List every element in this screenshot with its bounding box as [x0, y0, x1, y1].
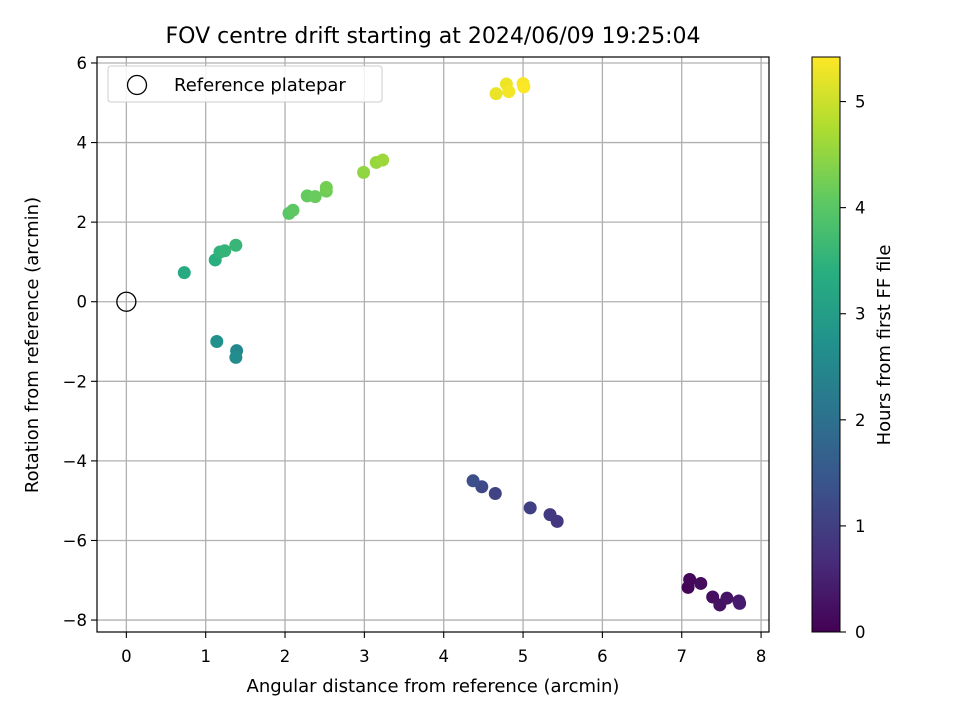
y-axis-ticks: −8 −6 −4 −2 0 2 4 6 — [63, 54, 97, 630]
scatter-point — [357, 165, 371, 179]
x-tick-label: 3 — [359, 647, 370, 666]
y-tick-label: 0 — [77, 293, 88, 312]
x-tick-label: 6 — [597, 647, 608, 666]
x-tick-label: 2 — [280, 647, 291, 666]
y-tick-label: 4 — [77, 134, 88, 153]
colorbar-gradient — [811, 56, 841, 633]
colorbar: 0 1 2 3 4 5 Hours from first FF file — [811, 56, 895, 642]
scatter-point — [319, 181, 333, 195]
x-tick-label: 1 — [200, 647, 211, 666]
scatter-point — [733, 596, 747, 610]
scatter-point — [489, 87, 503, 101]
scatter-point — [502, 85, 516, 99]
scatter-point — [488, 487, 502, 501]
x-tick-label: 5 — [518, 647, 529, 666]
x-tick-label: 4 — [438, 647, 449, 666]
x-axis-label: Angular distance from reference (arcmin) — [247, 676, 620, 697]
x-tick-label: 7 — [676, 647, 687, 666]
colorbar-tick-label: 3 — [855, 305, 866, 324]
colorbar-tick-label: 4 — [855, 199, 866, 218]
colorbar-label: Hours from first FF file — [874, 245, 895, 446]
x-tick-label: 8 — [756, 647, 767, 666]
scatter-point — [286, 203, 300, 217]
scatter-point — [517, 80, 531, 94]
y-tick-label: 2 — [77, 213, 88, 232]
grid-lines — [97, 57, 769, 632]
scatter-point — [229, 350, 243, 364]
chart-title: FOV centre drift starting at 2024/06/09 … — [166, 24, 701, 49]
legend: Reference platepar — [107, 65, 383, 103]
scatter-point — [376, 153, 390, 167]
scatter-point — [694, 576, 708, 590]
scatter-point — [210, 335, 224, 349]
y-tick-label: −2 — [63, 372, 87, 391]
colorbar-tick-label: 5 — [855, 93, 866, 112]
colorbar-ticks: 0 1 2 3 4 5 — [840, 93, 866, 642]
y-tick-label: 6 — [77, 54, 88, 73]
scatter-point — [720, 591, 734, 605]
reference-platepar-point — [116, 291, 137, 312]
scatter-point — [683, 572, 697, 586]
y-tick-label: −4 — [63, 452, 87, 471]
colorbar-tick-label: 1 — [855, 517, 866, 536]
scatter-point — [466, 474, 480, 488]
scatter-point — [229, 238, 243, 252]
y-axis-label: Rotation from reference (arcmin) — [22, 197, 43, 493]
scatter-point — [523, 501, 537, 515]
colorbar-tick-label: 0 — [855, 623, 866, 642]
scatter-point — [177, 266, 191, 280]
scatter-point — [543, 508, 557, 522]
colorbar-tick-label: 2 — [855, 411, 866, 430]
x-tick-label: 0 — [121, 647, 132, 666]
legend-box — [107, 65, 383, 103]
scatter-points — [116, 77, 747, 612]
x-axis-ticks: 0 1 2 3 4 5 6 7 8 — [121, 632, 766, 666]
legend-marker-reference — [126, 74, 148, 96]
scatter-point — [308, 190, 322, 204]
plot-frame — [96, 56, 770, 633]
scatter-point — [218, 244, 232, 258]
legend-label: Reference platepar — [174, 75, 346, 96]
y-tick-label: −6 — [63, 531, 87, 550]
y-tick-label: −8 — [63, 611, 87, 630]
